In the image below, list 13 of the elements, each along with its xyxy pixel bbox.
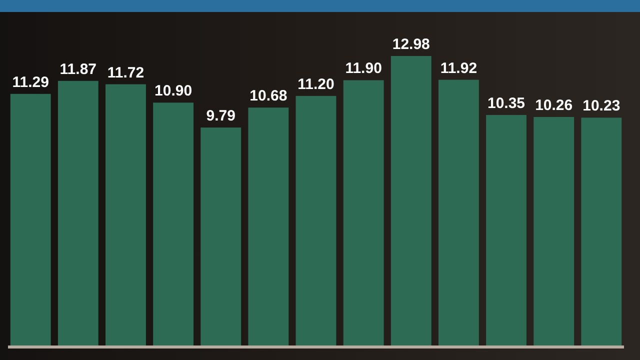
data-label: 10.23 [582, 98, 620, 115]
data-label: 11.92 [440, 60, 478, 77]
data-label: 9.79 [206, 108, 236, 125]
data-label: 11.29 [12, 74, 49, 91]
data-label: 12.98 [392, 36, 430, 54]
data-label: 10.26 [535, 96, 573, 114]
data-label: 11.72 [107, 64, 144, 82]
data-label: 11.87 [60, 60, 97, 78]
data-label: 11.20 [298, 76, 334, 93]
data-label: 10.90 [154, 82, 192, 100]
data-label: 10.68 [250, 88, 288, 105]
data-label: 11.90 [345, 60, 382, 78]
data-label: 10.35 [487, 94, 526, 112]
